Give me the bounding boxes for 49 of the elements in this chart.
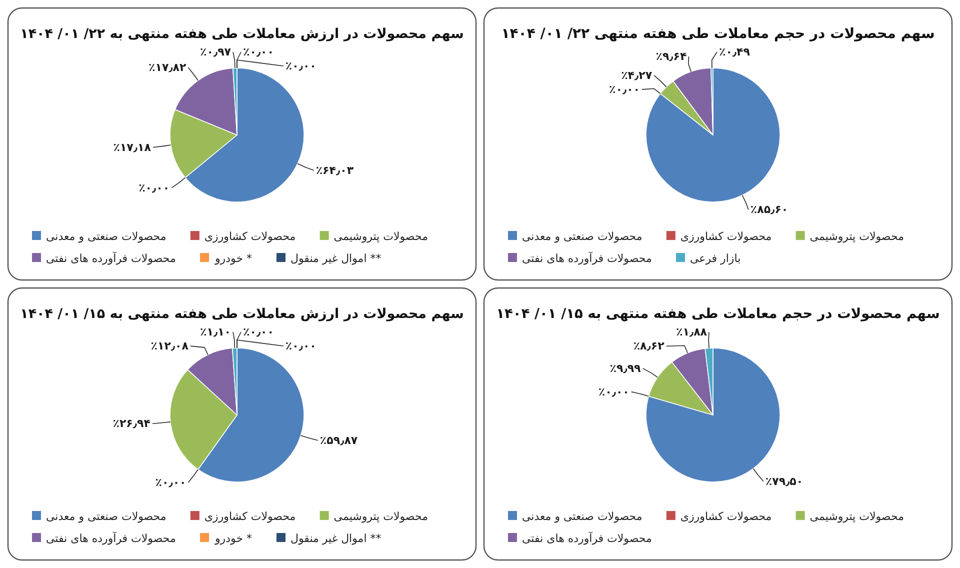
data-label: ٪۰٫۰۰ (243, 46, 274, 58)
data-label: ٪۱٫۱۰ (200, 326, 231, 339)
data-label: ٪۰٫۰۰ (285, 340, 316, 352)
legend-label: محصولات پتروشیمی (810, 510, 904, 523)
data-label: ٪۰٫۰۰ (598, 385, 630, 398)
legend-label: * خودرو (214, 252, 252, 265)
legend-label: * خودرو (214, 532, 252, 545)
legend-label: بازار فرعی (690, 252, 741, 265)
data-label: ٪۱۷٫۸۲ (148, 60, 186, 74)
data-label: ٪۰٫۴۹ (719, 46, 750, 58)
chart-title: سهم محصولات در ارزش معاملات طی هفته منتهی به ۱۵/ ۰۱/ ۱۴۰۴ (20, 306, 464, 322)
data-label: ٪۰٫۰۰ (609, 82, 640, 96)
data-label: ٪۰٫۹۷ (200, 46, 231, 59)
legend-label: محصولات کشاورزی (680, 510, 772, 523)
data-label: ٪۹٫۹۹ (610, 362, 641, 375)
data-label: ٪۰٫۰۰ (155, 476, 186, 490)
data-label: ٪۹٫۶۴ (656, 50, 687, 64)
data-label: ٪۰٫۰۰ (138, 181, 170, 194)
legend-label: محصولات پتروشیمی (334, 510, 428, 523)
legend-label: محصولات کشاورزی (204, 510, 296, 523)
data-label: ٪۰٫۰۰ (243, 326, 274, 338)
legend-label: محصولات فرآورده های نفتی (522, 532, 652, 545)
data-label: ٪۲۶٫۹۴ (112, 417, 150, 430)
data-label: ٪۸۵٫۶۰ (750, 203, 788, 216)
data-label: ٪۶۴٫۰۳ (316, 164, 354, 177)
data-label: ٪۱٫۸۸ (676, 326, 707, 339)
legend-label: محصولات صنعتی و معدنی (46, 230, 166, 243)
legend-label: محصولات صنعتی و معدنی (522, 230, 642, 243)
chart-title: سهم محصولات در ارزش معاملات طی هفته منتهی به ۲۲/ ۰۱/ ۱۴۰۴ (20, 26, 464, 42)
legend-label: محصولات کشاورزی (204, 230, 296, 243)
legend-label: ** اموال غیر منقول (290, 532, 382, 545)
legend-label: محصولات کشاورزی (680, 230, 772, 243)
data-label: ٪۰٫۰۰ (285, 60, 316, 72)
legend-label: محصولات صنعتی و معدنی (46, 510, 166, 523)
legend-label: ** اموال غیر منقول (290, 252, 382, 265)
legend-label: محصولات صنعتی و معدنی (522, 510, 642, 523)
chart-title: سهم محصولات در حجم معاملات طی هفته منتهی به ۱۵/ ۰۱/ ۱۴۰۴ (496, 306, 940, 322)
data-label: ٪۷۹٫۵۰ (765, 474, 804, 488)
data-label: ٪۱۲٫۰۸ (150, 340, 188, 353)
legend-label: محصولات فرآورده های نفتی (46, 252, 176, 265)
data-label: ٪۱۷٫۱۸ (113, 140, 151, 154)
legend-label: محصولات پتروشیمی (334, 230, 428, 243)
data-label: ٪۴٫۲۷ (621, 68, 652, 82)
legend-label: محصولات فرآورده های نفتی (522, 252, 652, 265)
data-label: ٪۵۹٫۸۷ (320, 434, 358, 447)
legend-label: محصولات پتروشیمی (810, 230, 904, 243)
data-label: ٪۸٫۶۲ (633, 340, 664, 353)
legend-label: محصولات فرآورده های نفتی (46, 532, 176, 545)
chart-title: سهم محصولات در حجم معاملات طی هفته منتهی ۲۲/ ۰۱/ ۱۴۰۴ (501, 26, 935, 42)
